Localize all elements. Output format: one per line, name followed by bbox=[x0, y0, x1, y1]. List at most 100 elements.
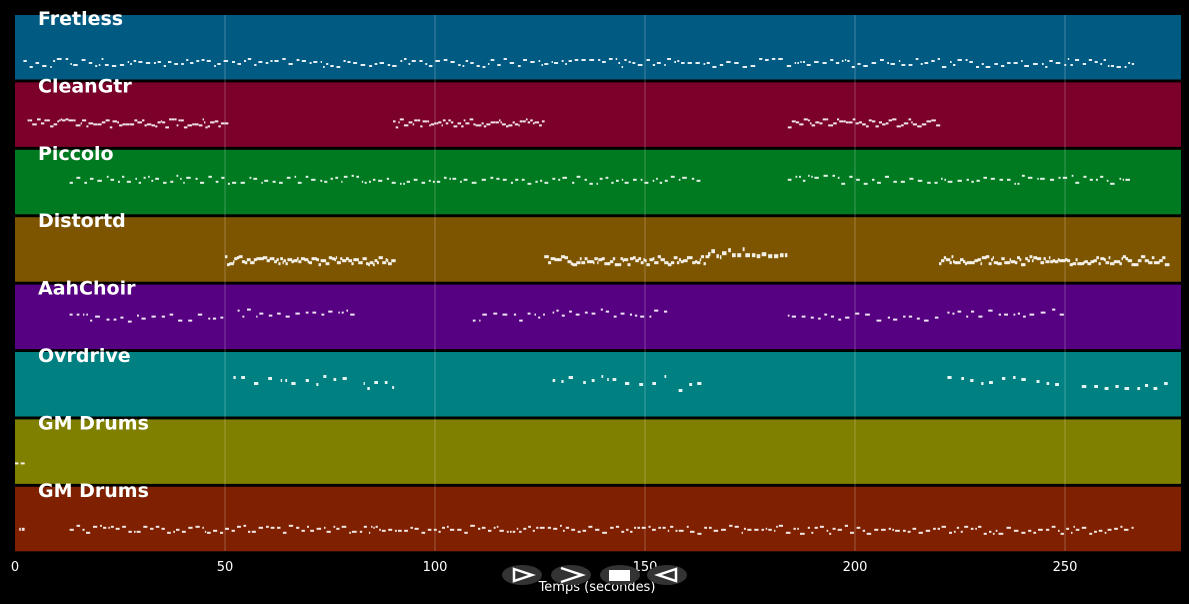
note bbox=[1075, 528, 1080, 531]
note bbox=[947, 376, 952, 379]
note bbox=[977, 258, 982, 262]
track-lane bbox=[15, 486, 1181, 552]
note bbox=[122, 525, 126, 528]
note bbox=[949, 531, 952, 534]
note bbox=[446, 525, 449, 528]
note bbox=[181, 63, 184, 65]
note bbox=[1071, 531, 1073, 534]
note bbox=[1145, 384, 1149, 387]
note bbox=[907, 530, 911, 533]
note bbox=[1067, 58, 1070, 60]
note bbox=[272, 257, 275, 261]
forward-button[interactable] bbox=[551, 565, 591, 585]
note bbox=[833, 122, 837, 125]
note bbox=[630, 530, 633, 533]
note bbox=[866, 125, 869, 128]
note bbox=[1014, 261, 1018, 265]
tick-label: 100 bbox=[423, 560, 448, 575]
note bbox=[65, 58, 69, 60]
note bbox=[482, 313, 487, 316]
note bbox=[1058, 176, 1061, 179]
note bbox=[1090, 260, 1095, 264]
note bbox=[513, 313, 517, 316]
note bbox=[180, 177, 182, 180]
note bbox=[122, 123, 126, 126]
note bbox=[294, 175, 297, 178]
note bbox=[330, 177, 333, 180]
note bbox=[378, 256, 383, 260]
note bbox=[552, 379, 556, 382]
note bbox=[420, 125, 423, 128]
note bbox=[969, 61, 973, 63]
note bbox=[978, 525, 982, 528]
note bbox=[341, 180, 343, 183]
note bbox=[360, 64, 366, 66]
note bbox=[658, 526, 661, 529]
note bbox=[936, 124, 941, 127]
note bbox=[634, 314, 638, 317]
note bbox=[552, 311, 555, 314]
note bbox=[1096, 256, 1099, 260]
note bbox=[143, 525, 148, 528]
note bbox=[309, 62, 312, 64]
stop-button[interactable] bbox=[600, 565, 640, 585]
note bbox=[200, 181, 205, 184]
note bbox=[180, 119, 184, 122]
note bbox=[502, 178, 507, 181]
note bbox=[941, 66, 947, 68]
note bbox=[605, 176, 609, 179]
note bbox=[1081, 526, 1087, 529]
note bbox=[241, 376, 245, 379]
note bbox=[1021, 263, 1025, 267]
note bbox=[1115, 385, 1119, 388]
note bbox=[1019, 258, 1022, 262]
track-name: GM Drums bbox=[38, 480, 149, 502]
play-outline-button[interactable] bbox=[502, 565, 542, 585]
note bbox=[258, 526, 263, 529]
note bbox=[844, 59, 847, 61]
note bbox=[697, 382, 702, 385]
track-lane bbox=[15, 15, 1181, 80]
note bbox=[473, 123, 476, 126]
note bbox=[307, 260, 309, 264]
play-outline-icon bbox=[512, 567, 536, 583]
note bbox=[610, 526, 614, 529]
note bbox=[217, 63, 221, 65]
note bbox=[213, 529, 218, 532]
note bbox=[534, 121, 537, 124]
note bbox=[206, 60, 211, 62]
note bbox=[1070, 64, 1073, 66]
note bbox=[539, 124, 542, 127]
note bbox=[966, 315, 969, 318]
note bbox=[1033, 63, 1038, 65]
note bbox=[398, 121, 400, 124]
note bbox=[892, 528, 894, 531]
note bbox=[994, 63, 998, 65]
note bbox=[325, 262, 330, 266]
note bbox=[60, 118, 63, 121]
note bbox=[960, 258, 964, 262]
note bbox=[957, 59, 962, 61]
note bbox=[276, 258, 279, 262]
note bbox=[413, 178, 418, 181]
rewind-button[interactable] bbox=[647, 565, 687, 585]
note bbox=[391, 181, 396, 184]
note bbox=[1134, 263, 1139, 267]
note bbox=[509, 62, 515, 64]
note bbox=[1050, 178, 1055, 181]
note bbox=[973, 261, 975, 265]
note bbox=[330, 65, 334, 67]
note bbox=[998, 313, 1001, 316]
note bbox=[144, 124, 147, 127]
note bbox=[719, 255, 722, 260]
note bbox=[697, 532, 702, 535]
note bbox=[791, 120, 796, 123]
note bbox=[999, 178, 1004, 181]
note bbox=[594, 257, 598, 261]
note bbox=[756, 254, 761, 259]
note bbox=[931, 119, 936, 122]
note bbox=[703, 262, 706, 266]
note bbox=[433, 528, 437, 531]
note bbox=[598, 59, 601, 61]
note bbox=[186, 176, 191, 179]
